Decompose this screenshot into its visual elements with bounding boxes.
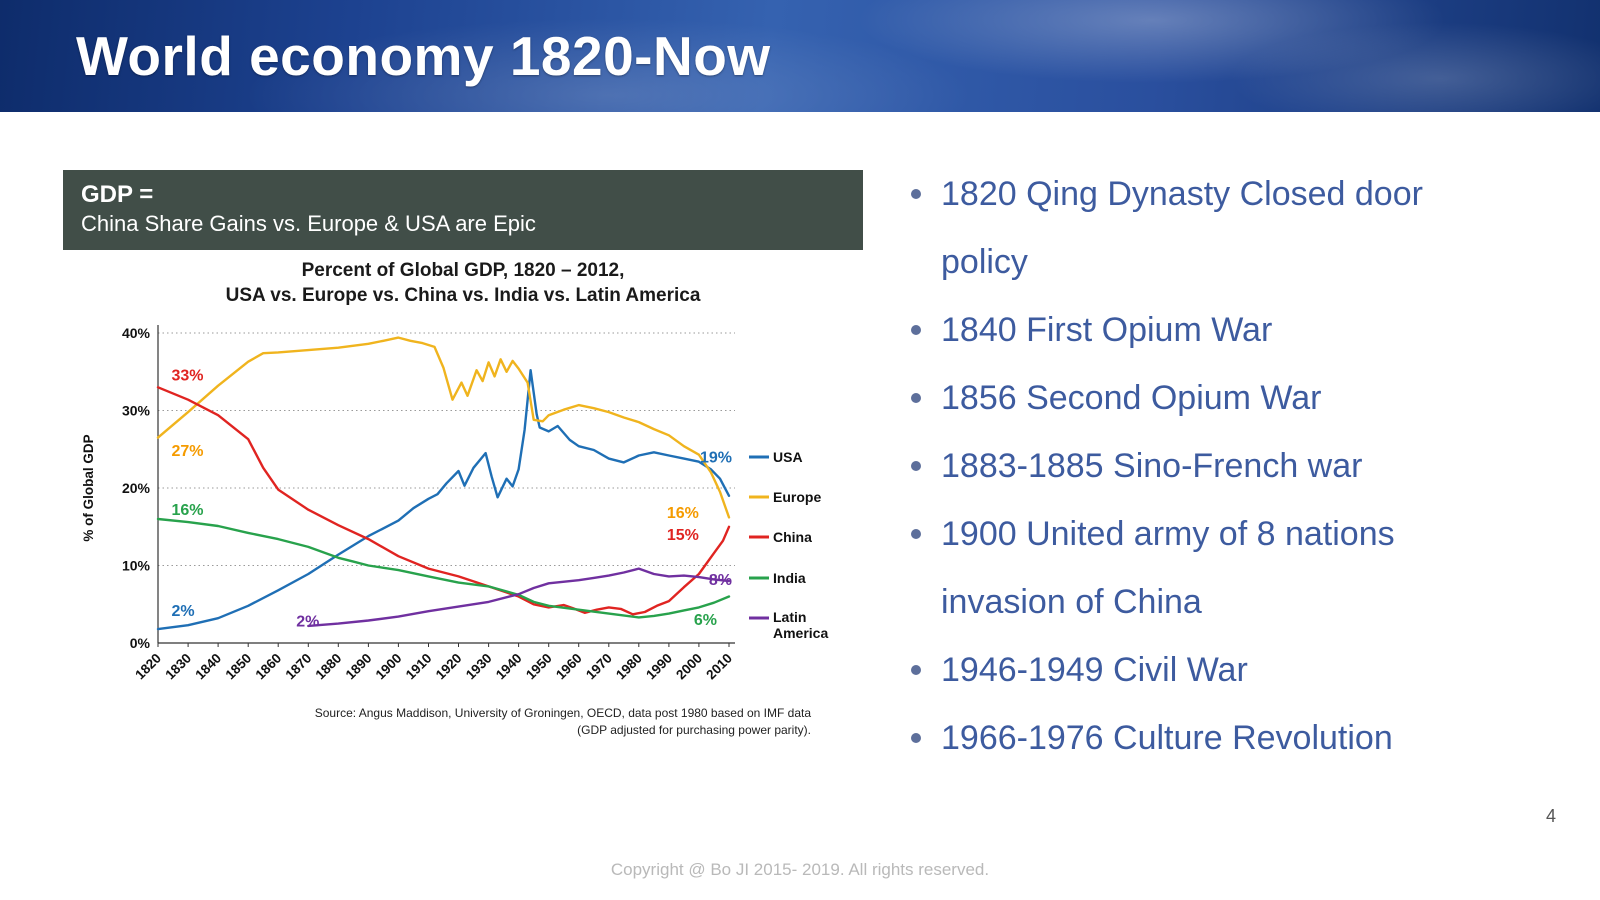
y-tick-label: 40% (122, 325, 151, 341)
title-banner: World economy 1820-Now (0, 0, 1600, 112)
gdp-line-chart: 0% 10% 20% 30% 40% 1820 1830 1840 1850 1860 1870 18… (63, 313, 863, 703)
x-tick-label: 1940 (493, 651, 525, 683)
chart-source-line1: Source: Angus Maddison, University of Gr… (314, 706, 811, 721)
y-tick-label: 30% (122, 403, 151, 419)
x-tick-label: 1900 (373, 651, 405, 683)
bullet-text: 1946-1949 Civil War (941, 651, 1248, 689)
value-annotation: 16% (667, 505, 699, 522)
value-annotation: 2% (296, 614, 319, 631)
list-item: 1900 United army of 8 nations invasion o… (905, 500, 1465, 636)
chart-body: Percent of Global GDP, 1820 – 2012, USA … (63, 250, 863, 739)
x-tick-label: 1880 (313, 651, 345, 683)
chart-line-latin-america (307, 567, 731, 628)
bullet-text: 1820 Qing Dynasty Closed door policy (941, 175, 1423, 281)
bullet-text: 1900 United army of 8 nations invasion o… (941, 515, 1395, 621)
x-tick-label: 1970 (583, 651, 615, 683)
x-tick-label: 1980 (613, 651, 645, 683)
list-item: 1820 Qing Dynasty Closed door policy (905, 160, 1465, 296)
list-item: 1883-1885 Sino-French war (905, 432, 1465, 500)
list-item: 1856 Second Opium War (905, 364, 1465, 432)
y-tick-label: 0% (130, 635, 151, 651)
legend-label-europe: Europe (773, 489, 821, 505)
x-tick-label: 1950 (523, 651, 555, 683)
legend-label-china: China (773, 529, 812, 545)
y-tick-label: 10% (122, 558, 151, 574)
value-annotation: 27% (172, 443, 204, 460)
x-tick-label: 1820 (132, 651, 164, 683)
chart-source-note: Source: Angus Maddison, University of Gr… (63, 705, 863, 739)
chart-header: GDP = China Share Gains vs. Europe & USA… (63, 170, 863, 250)
x-tick-label: 1930 (463, 651, 495, 683)
chart-title-line1: Percent of Global GDP, 1820 – 2012, (301, 259, 625, 281)
x-tick-label: 1890 (343, 651, 375, 683)
x-tick-label: 2010 (703, 651, 735, 683)
chart-line-china (156, 386, 731, 616)
bullet-text: 1966-1976 Culture Revolution (941, 719, 1393, 757)
list-item: 1946-1949 Civil War (905, 636, 1465, 704)
bullet-icon (911, 665, 921, 675)
timeline-bullet-list: 1820 Qing Dynasty Closed door policy 184… (905, 160, 1465, 772)
bullet-text: 1883-1885 Sino-French war (941, 447, 1363, 485)
value-annotation: 33% (172, 367, 204, 384)
bullet-icon (911, 461, 921, 471)
legend-label-usa: USA (773, 449, 803, 465)
chart-header-title: GDP = (81, 181, 154, 208)
chart-header-subtitle: China Share Gains vs. Europe & USA are E… (81, 211, 536, 237)
x-tick-label: 1920 (433, 651, 465, 683)
legend-label-india: India (773, 570, 806, 586)
legend-label-latin-america: Latin (773, 609, 806, 625)
x-tick-label: 1840 (192, 651, 224, 683)
value-annotation: 16% (172, 502, 204, 519)
x-tick-label: 1990 (643, 651, 675, 683)
bullet-icon (911, 733, 921, 743)
bullet-icon (911, 189, 921, 199)
x-tick-label: 1850 (222, 651, 254, 683)
bullet-icon (911, 529, 921, 539)
bullet-icon (911, 393, 921, 403)
value-annotation: 6% (694, 612, 717, 629)
bullet-text: 1840 First Opium War (941, 311, 1273, 349)
x-tick-label: 1960 (553, 651, 585, 683)
chart-title: Percent of Global GDP, 1820 – 2012, USA … (63, 258, 863, 309)
page-number: 4 (1545, 806, 1556, 826)
chart-line-india (156, 517, 731, 619)
x-tick-label: 2000 (673, 651, 705, 683)
copyright-footer: Copyright @ Bo JI 2015- 2019. All rights… (610, 860, 990, 879)
chart-title-line2: USA vs. Europe vs. China vs. India vs. L… (225, 285, 701, 307)
slide-title: World economy 1820-Now (76, 25, 771, 87)
list-item: 1966-1976 Culture Revolution (905, 704, 1465, 772)
x-tick-label: 1910 (403, 651, 435, 683)
bullet-text: 1856 Second Opium War (941, 379, 1322, 417)
y-tick-label: 20% (122, 480, 151, 496)
chart-source-line2: (GDP adjusted for purchasing power parit… (577, 722, 811, 737)
chart-line-usa (156, 369, 731, 631)
x-tick-label: 1870 (283, 651, 315, 683)
value-annotation: 19% (700, 449, 732, 466)
gdp-chart-card: GDP = China Share Gains vs. Europe & USA… (63, 170, 863, 739)
legend-label-latin-america: America (773, 625, 828, 641)
y-axis-label: % of Global GDP (81, 434, 96, 541)
x-tick-label: 1830 (162, 651, 194, 683)
chart-line-europe (156, 336, 731, 519)
value-annotation: 2% (172, 603, 195, 620)
value-annotation: 15% (667, 527, 699, 544)
list-item: 1840 First Opium War (905, 296, 1465, 364)
x-tick-label: 1860 (252, 651, 284, 683)
value-annotation: 8% (709, 572, 732, 589)
bullet-icon (911, 325, 921, 335)
